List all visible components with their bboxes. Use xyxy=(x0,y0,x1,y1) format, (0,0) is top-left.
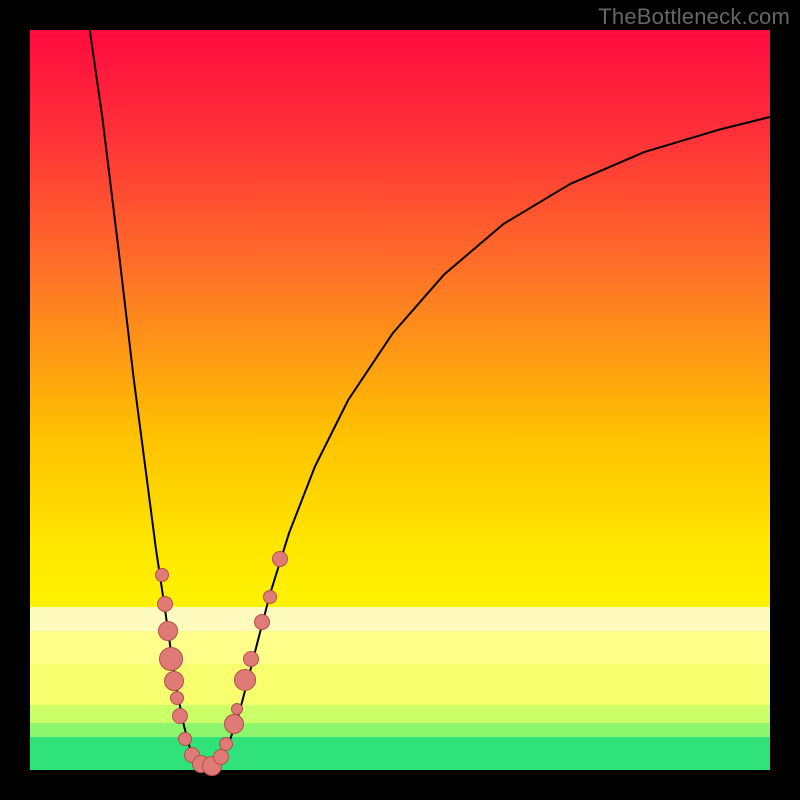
data-point xyxy=(164,671,184,691)
curve-right-branch xyxy=(211,115,777,766)
data-point xyxy=(272,551,288,567)
curve-left-branch xyxy=(86,0,212,766)
data-point xyxy=(231,703,243,715)
data-point xyxy=(234,669,256,691)
watermark-text: TheBottleneck.com xyxy=(598,4,790,30)
data-point xyxy=(219,737,233,751)
data-point xyxy=(224,714,244,734)
data-point xyxy=(157,596,173,612)
data-point xyxy=(158,621,178,641)
chart-frame: TheBottleneck.com xyxy=(0,0,800,800)
data-point xyxy=(159,647,183,671)
data-point xyxy=(155,568,169,582)
curve-layer xyxy=(30,30,770,770)
data-point xyxy=(263,590,277,604)
plot-area xyxy=(30,30,770,770)
data-point xyxy=(172,708,188,724)
data-point xyxy=(170,691,184,705)
data-point xyxy=(243,651,259,667)
data-point xyxy=(254,614,270,630)
data-point xyxy=(178,732,192,746)
